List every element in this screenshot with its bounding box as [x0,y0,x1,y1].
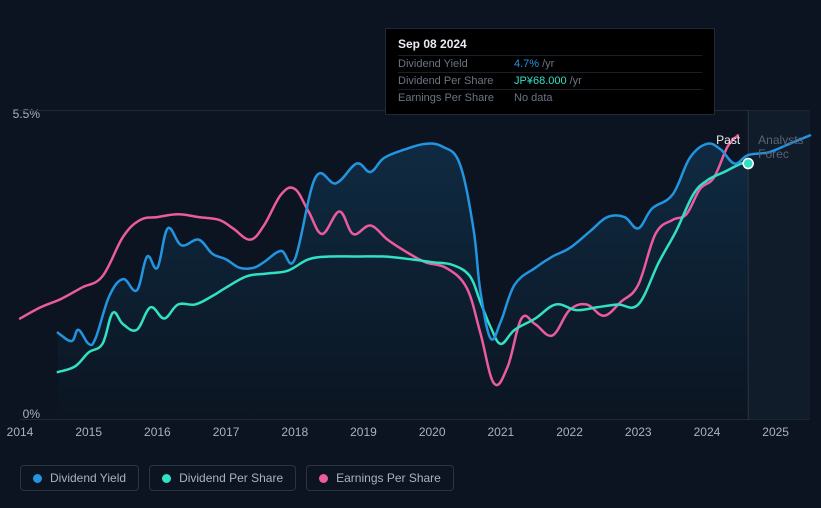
legend-item[interactable]: Earnings Per Share [306,465,454,491]
x-axis-tick: 2022 [556,425,583,439]
tooltip-row-value: JP¥68.000 [514,75,567,87]
tooltip-row: Dividend Per ShareJP¥68.000/yr [398,72,702,89]
legend-item[interactable]: Dividend Yield [20,465,139,491]
chart-area: 5.5% 0% [20,110,810,420]
x-axis-tick: 2021 [488,425,515,439]
tooltip-row-value: 4.7% [514,58,539,70]
x-axis-tick: 2019 [350,425,377,439]
x-axis-tick: 2016 [144,425,171,439]
legend-dot-icon [33,474,42,483]
chart-svg[interactable] [20,110,810,420]
tooltip-row-label: Dividend Per Share [398,75,514,87]
x-axis-tick: 2017 [213,425,240,439]
x-axis: 2014201520162017201820192020202120222023… [20,425,810,445]
tooltip-row-unit: /yr [570,75,582,87]
x-axis-tick: 2015 [75,425,102,439]
tooltip-row-label: Dividend Yield [398,58,514,70]
tooltip-row: Earnings Per ShareNo data [398,89,702,106]
x-axis-tick: 2023 [625,425,652,439]
tooltip-date: Sep 08 2024 [398,37,702,51]
tooltip-row: Dividend Yield4.7%/yr [398,55,702,72]
x-axis-tick: 2018 [281,425,308,439]
tooltip-row-unit: /yr [542,58,554,70]
x-axis-tick: 2014 [7,425,34,439]
x-axis-tick: 2024 [694,425,721,439]
tooltip: Sep 08 2024 Dividend Yield4.7%/yrDividen… [385,28,715,115]
legend-label: Dividend Per Share [179,471,283,485]
x-axis-tick: 2020 [419,425,446,439]
legend-item[interactable]: Dividend Per Share [149,465,296,491]
legend-dot-icon [162,474,171,483]
tooltip-row-value: No data [514,92,553,104]
x-axis-tick: 2025 [762,425,789,439]
tooltip-row-label: Earnings Per Share [398,92,514,104]
legend-label: Earnings Per Share [336,471,441,485]
legend: Dividend Yield Dividend Per Share Earnings… [20,465,454,491]
legend-label: Dividend Yield [50,471,126,485]
legend-dot-icon [319,474,328,483]
